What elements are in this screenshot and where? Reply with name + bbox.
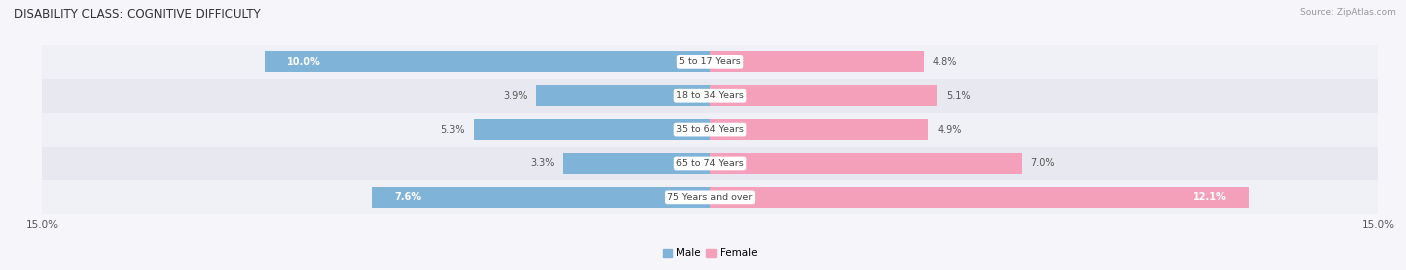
Text: 3.9%: 3.9%: [503, 91, 527, 101]
Bar: [42, 79, 1378, 113]
Text: Source: ZipAtlas.com: Source: ZipAtlas.com: [1301, 8, 1396, 17]
Text: 75 Years and over: 75 Years and over: [668, 193, 752, 202]
Text: DISABILITY CLASS: COGNITIVE DIFFICULTY: DISABILITY CLASS: COGNITIVE DIFFICULTY: [14, 8, 260, 21]
Text: 18 to 34 Years: 18 to 34 Years: [676, 91, 744, 100]
Bar: [710, 119, 928, 140]
Bar: [710, 51, 924, 72]
Text: 3.3%: 3.3%: [530, 158, 554, 168]
Text: 5.1%: 5.1%: [946, 91, 970, 101]
Bar: [536, 85, 710, 106]
Text: 5 to 17 Years: 5 to 17 Years: [679, 57, 741, 66]
Bar: [710, 187, 1249, 208]
Text: 4.9%: 4.9%: [936, 124, 962, 135]
Bar: [264, 51, 710, 72]
Bar: [42, 45, 1378, 79]
Bar: [42, 113, 1378, 147]
Text: 7.6%: 7.6%: [394, 192, 420, 202]
Text: 10.0%: 10.0%: [287, 57, 321, 67]
Text: 12.1%: 12.1%: [1192, 192, 1226, 202]
Bar: [710, 153, 1022, 174]
Text: 4.8%: 4.8%: [932, 57, 957, 67]
Legend: Male, Female: Male, Female: [658, 244, 762, 263]
Text: 35 to 64 Years: 35 to 64 Years: [676, 125, 744, 134]
Bar: [474, 119, 710, 140]
Text: 7.0%: 7.0%: [1031, 158, 1054, 168]
Bar: [42, 180, 1378, 214]
Bar: [562, 153, 710, 174]
Bar: [371, 187, 710, 208]
Bar: [42, 147, 1378, 180]
Bar: [710, 85, 936, 106]
Text: 65 to 74 Years: 65 to 74 Years: [676, 159, 744, 168]
Text: 5.3%: 5.3%: [440, 124, 465, 135]
